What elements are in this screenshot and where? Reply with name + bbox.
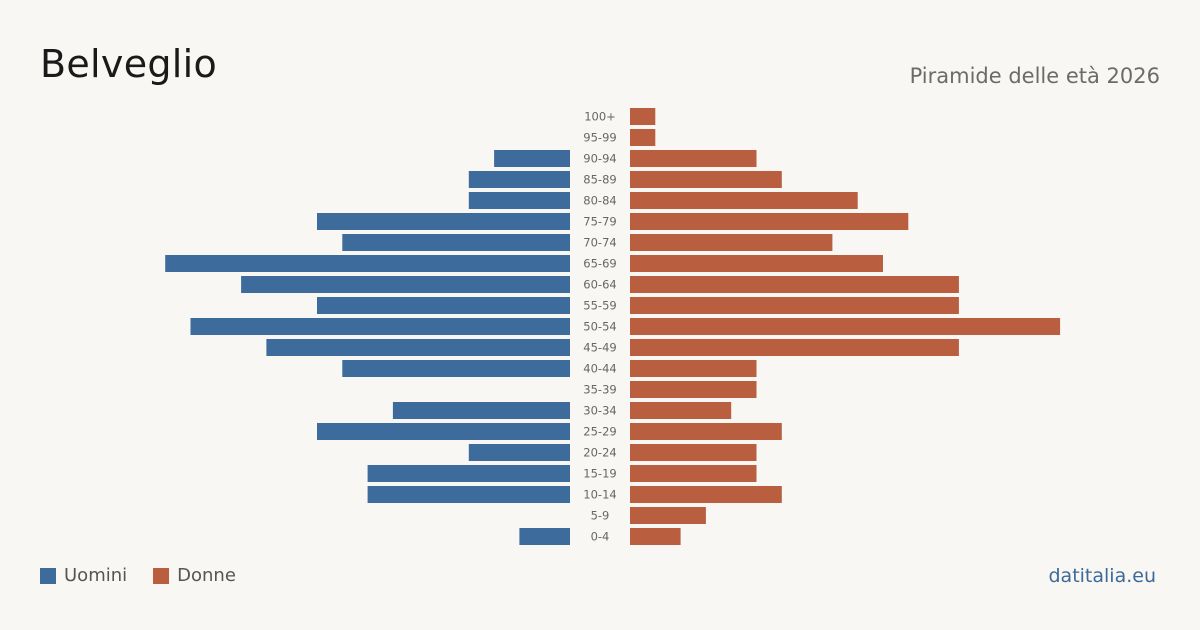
bar-women-25-29 xyxy=(630,423,782,440)
bar-men-10-14 xyxy=(367,486,570,503)
bar-men-40-44 xyxy=(342,360,570,377)
legend-label-men: Uomini xyxy=(64,565,128,586)
age-label-15-19: 15-19 xyxy=(583,467,616,481)
bar-women-80-84 xyxy=(630,192,858,209)
bar-women-90-94 xyxy=(630,150,757,167)
bar-men-70-74 xyxy=(342,234,570,251)
bar-women-100+ xyxy=(630,108,656,125)
bar-men-75-79 xyxy=(317,213,570,230)
bar-women-35-39 xyxy=(630,381,757,398)
bar-women-85-89 xyxy=(630,171,782,188)
bar-women-20-24 xyxy=(630,444,757,461)
bar-women-45-49 xyxy=(630,339,959,356)
legend-label-women: Donne xyxy=(177,565,236,586)
age-label-0-4: 0-4 xyxy=(591,530,610,544)
legend-swatch-men xyxy=(40,567,56,584)
legend-swatch-women xyxy=(153,567,170,584)
age-label-100+: 100+ xyxy=(584,110,616,124)
bar-men-60-64 xyxy=(241,276,570,293)
bar-men-90-94 xyxy=(494,150,570,167)
chart-subtitle: Piramide delle età 2026 xyxy=(909,64,1160,88)
bar-women-50-54 xyxy=(630,318,1061,335)
age-label-60-64: 60-64 xyxy=(583,278,616,292)
age-label-45-49: 45-49 xyxy=(583,341,616,355)
bar-men-50-54 xyxy=(190,318,570,335)
bar-men-20-24 xyxy=(468,444,570,461)
legend-item-women: Donne xyxy=(153,565,236,586)
bar-men-85-89 xyxy=(468,171,570,188)
age-label-55-59: 55-59 xyxy=(583,299,616,313)
age-label-5-9: 5-9 xyxy=(591,509,610,523)
bar-men-80-84 xyxy=(468,192,570,209)
age-label-70-74: 70-74 xyxy=(583,236,616,250)
bar-women-55-59 xyxy=(630,297,959,314)
bar-women-70-74 xyxy=(630,234,833,251)
age-label-35-39: 35-39 xyxy=(583,383,616,397)
bar-women-65-69 xyxy=(630,255,883,272)
chart-title: Belveglio xyxy=(40,42,218,86)
age-label-20-24: 20-24 xyxy=(583,446,616,460)
legend: Uomini Donne xyxy=(40,565,262,586)
age-label-50-54: 50-54 xyxy=(583,320,616,334)
age-label-95-99: 95-99 xyxy=(583,131,616,145)
age-label-10-14: 10-14 xyxy=(583,488,616,502)
age-label-25-29: 25-29 xyxy=(583,425,616,439)
age-label-65-69: 65-69 xyxy=(583,257,616,271)
source-link[interactable]: datitalia.eu xyxy=(1048,565,1157,587)
bar-men-15-19 xyxy=(367,465,570,482)
age-label-85-89: 85-89 xyxy=(583,173,616,187)
bar-women-0-4 xyxy=(630,528,681,545)
age-label-90-94: 90-94 xyxy=(583,152,616,166)
age-label-75-79: 75-79 xyxy=(583,215,616,229)
bar-women-10-14 xyxy=(630,486,782,503)
bar-men-55-59 xyxy=(317,297,570,314)
age-label-80-84: 80-84 xyxy=(583,194,616,208)
bar-women-40-44 xyxy=(630,360,757,377)
bar-women-95-99 xyxy=(630,129,656,146)
bar-women-5-9 xyxy=(630,507,706,524)
bar-women-30-34 xyxy=(630,402,732,419)
bar-men-25-29 xyxy=(317,423,570,440)
bar-men-65-69 xyxy=(165,255,570,272)
age-label-30-34: 30-34 xyxy=(583,404,616,418)
bar-men-30-34 xyxy=(392,402,570,419)
bar-men-45-49 xyxy=(266,339,570,356)
bar-women-75-79 xyxy=(630,213,909,230)
age-label-40-44: 40-44 xyxy=(583,362,616,376)
legend-item-men: Uomini xyxy=(40,565,127,586)
bar-women-60-64 xyxy=(630,276,959,293)
bar-women-15-19 xyxy=(630,465,757,482)
bar-men-0-4 xyxy=(519,528,570,545)
